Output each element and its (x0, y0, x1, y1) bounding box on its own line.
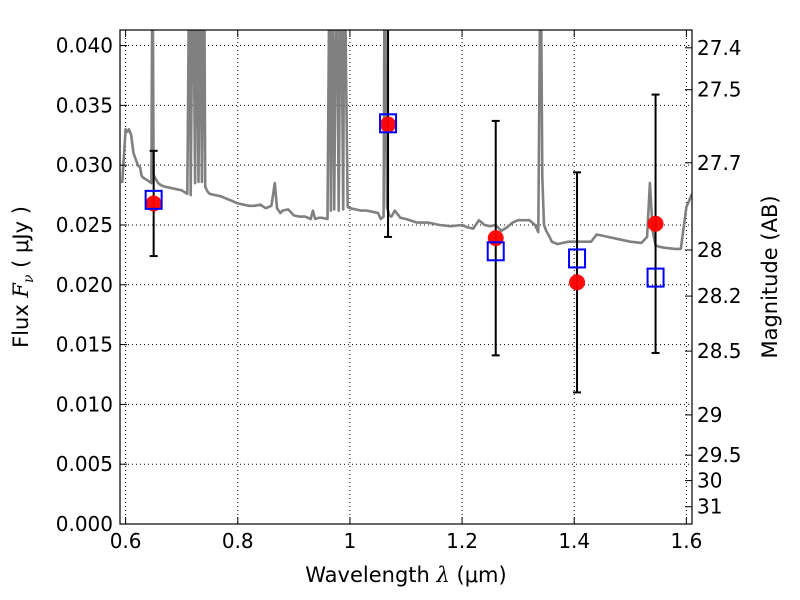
y2-tick-label: 27.7 (697, 151, 742, 175)
y-axis-title: Flux Fν ( μJy ) (9, 206, 37, 348)
y-tick-label: 0.000 (56, 512, 113, 536)
observed-point (380, 116, 397, 133)
axes: 0.6 0.8 1 1.2 1.4 1.6 0.000 0.005 0.010 0.015 0.02… (56, 29, 742, 553)
model-point (568, 248, 587, 269)
observed-point (487, 230, 504, 247)
y2-axis-title: Magnitude (AB) (758, 195, 782, 358)
y-tick-label: 0.025 (56, 213, 113, 237)
y-tick-label: 0.040 (56, 34, 113, 58)
model-point (486, 241, 505, 262)
plot-frame (119, 29, 693, 525)
model-spectrum-line (120, 30, 692, 251)
y-tick-label: 0.035 (56, 93, 113, 117)
y2-tick-label: 28 (697, 238, 722, 262)
plot-area (120, 30, 692, 394)
observed-point (569, 274, 586, 291)
model-point (144, 189, 163, 210)
y-tick-label: 0.005 (56, 452, 113, 476)
y2-tick-label: 29.5 (697, 443, 742, 467)
x-tick-label: 1.6 (670, 529, 702, 553)
y2-tick-label: 29 (697, 403, 722, 427)
y2-tick-label: 27.4 (697, 36, 742, 60)
x-tick-label: 1.2 (446, 529, 478, 553)
y2-tick-label: 30 (697, 469, 722, 493)
y-tick-label: 0.010 (56, 392, 113, 416)
y2-tick-label: 28.5 (697, 339, 742, 363)
y-tick-label: 0.015 (56, 333, 113, 357)
model-point (646, 267, 665, 288)
x-tick-label: 1.4 (558, 529, 590, 553)
x-tick-label: 0.6 (110, 529, 142, 553)
observed-point (145, 195, 162, 212)
y-tick-label: 0.030 (56, 153, 113, 177)
x-tick-label: 0.8 (222, 529, 254, 553)
x-axis-title: Wavelength λ (μm) (305, 563, 506, 587)
y-tick-label: 0.020 (56, 273, 113, 297)
observed-point (647, 215, 664, 232)
x-tick-label: 1 (344, 529, 357, 553)
model-point (379, 113, 398, 134)
y2-tick-label: 28.2 (697, 284, 742, 308)
y2-tick-label: 27.5 (697, 78, 742, 102)
y2-tick-label: 31 (697, 495, 722, 519)
